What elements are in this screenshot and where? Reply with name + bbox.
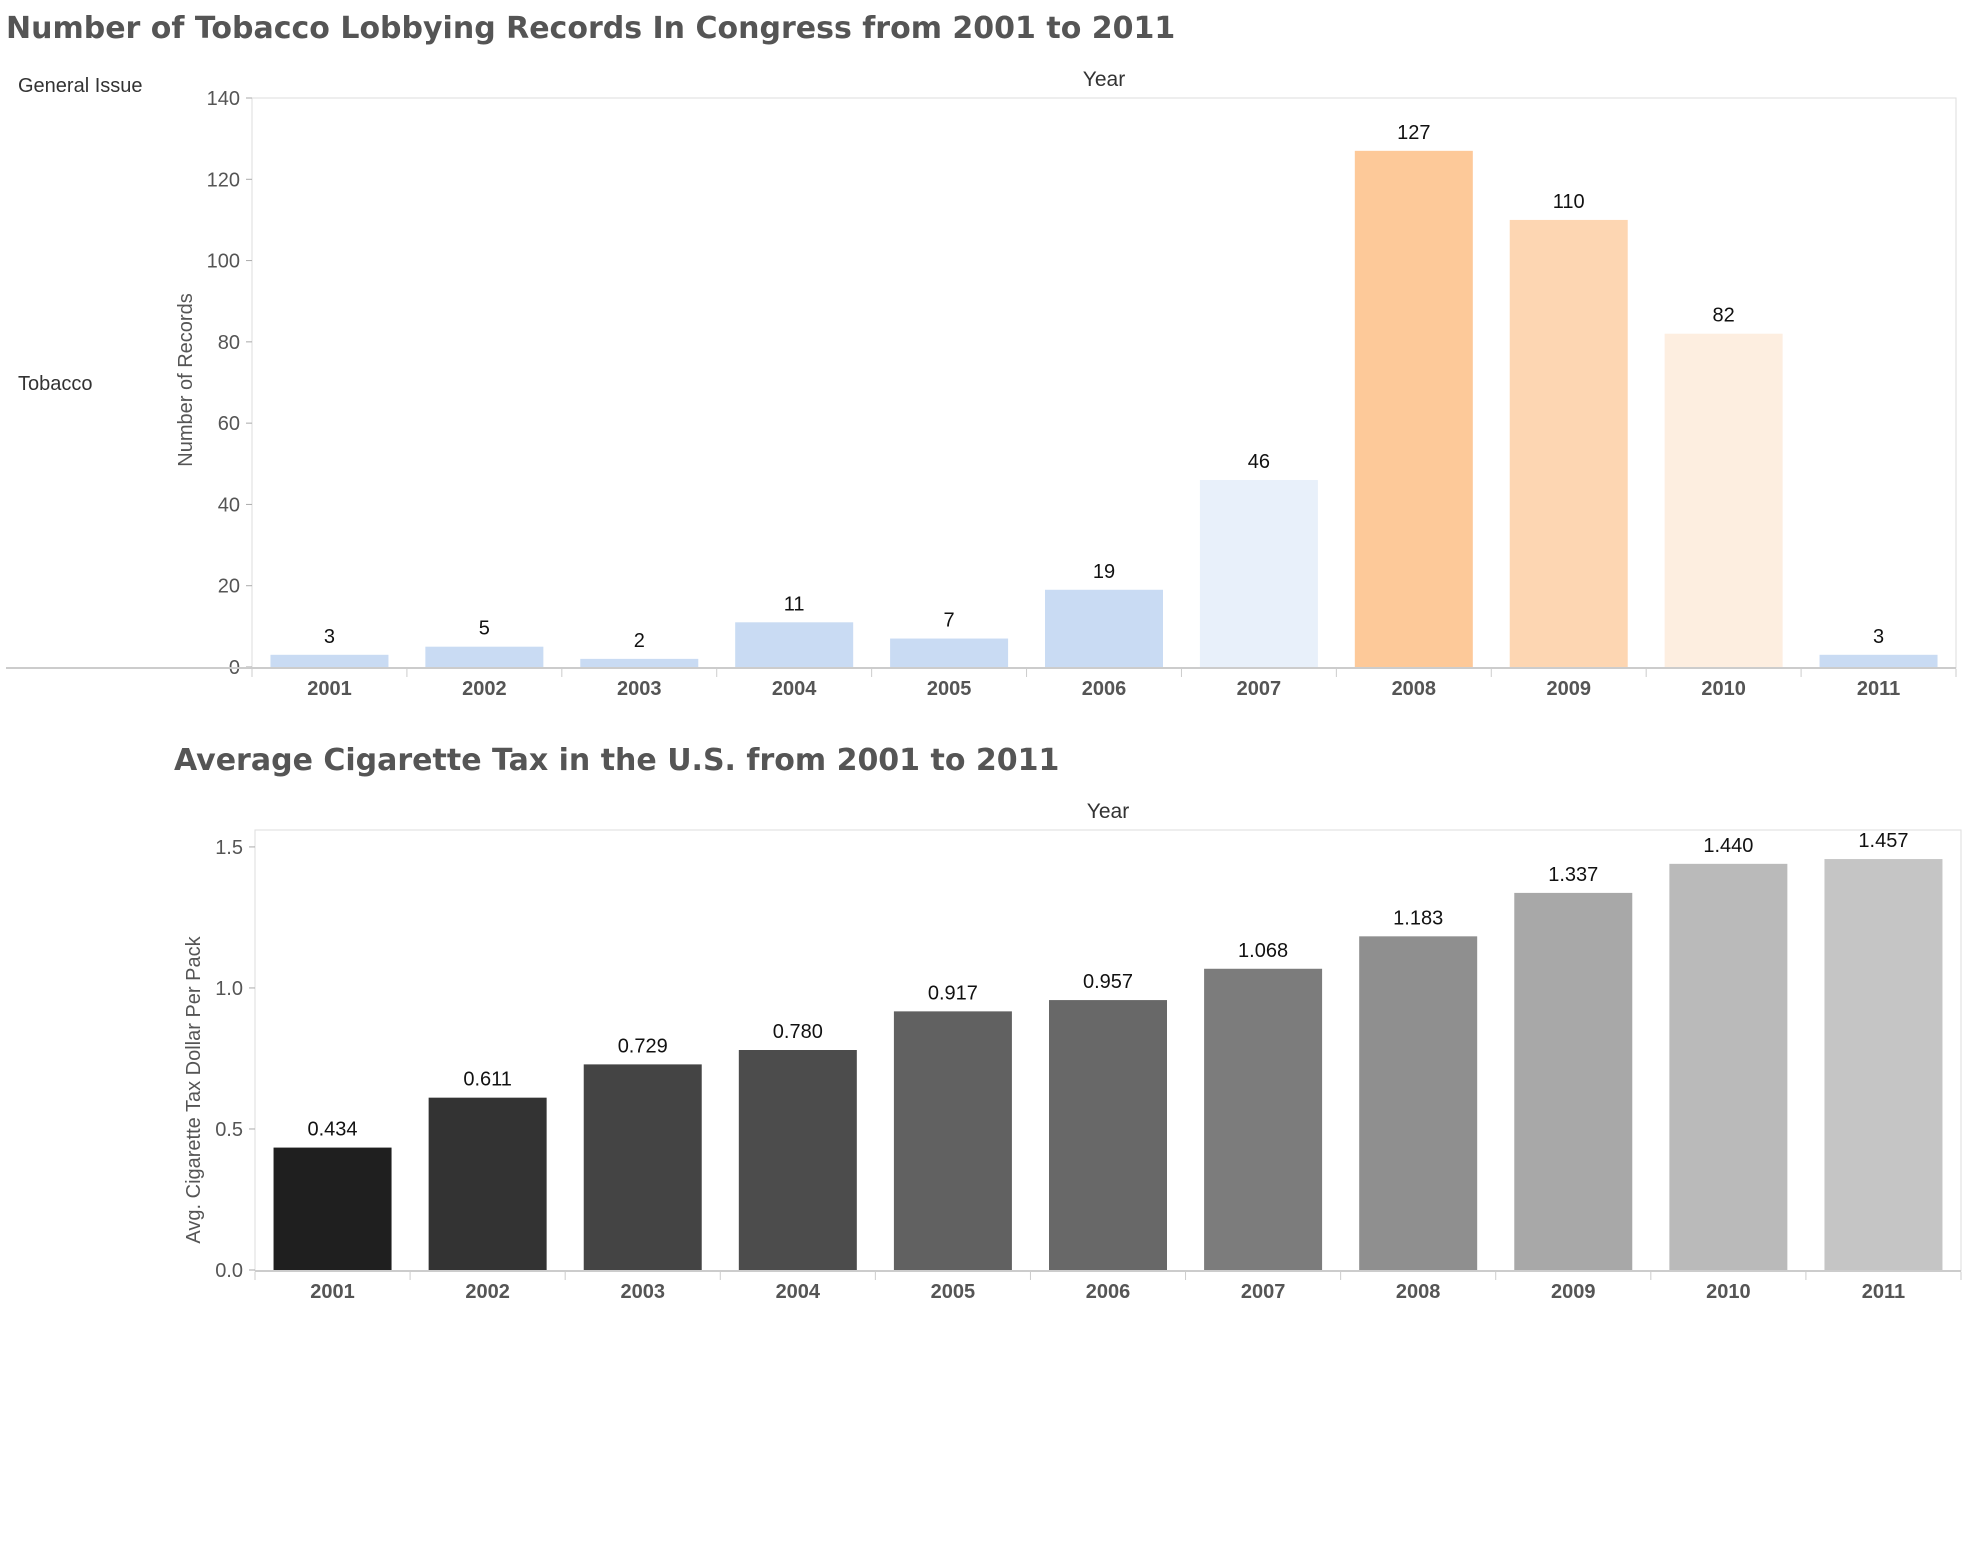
- chart1-plot-area: 0204060801001201403200152002220031120047…: [6, 88, 1957, 700]
- chart2-plot-area: 0.0 0.5 1.0 1.5 0.434 2001 0.611 2002 0.729 2003 0…: [215, 829, 1962, 1303]
- chart1-x-category-label: 2004: [772, 678, 817, 700]
- chart2-bar-2011: [1824, 859, 1943, 1270]
- chart1-y-tick-label: 80: [218, 332, 240, 354]
- chart1-y-tick-label: 20: [218, 576, 240, 598]
- chart1-y-tick-label: 140: [207, 88, 240, 110]
- chart2-y-axis-title: Avg. Cigarette Tax Dollar Per Pack: [183, 935, 205, 1243]
- chart2-data-label-2007: 1.068: [1238, 940, 1288, 962]
- chart1-data-label-2005: 7: [944, 610, 955, 632]
- chart2-data-label-2004: 0.780: [773, 1021, 823, 1043]
- chart2-bar-2006: [1049, 1000, 1167, 1270]
- chart1-bar-2010: [1664, 333, 1783, 667]
- chart1-bar-2008: [1354, 150, 1473, 668]
- chart1-bar-2004: [735, 622, 854, 667]
- chart2-y-tick-label: 1.0: [215, 978, 243, 1000]
- chart1-x-category-label: 2010: [1701, 678, 1746, 700]
- chart2-x-category-label: 2008: [1396, 1281, 1441, 1303]
- chart2-bar-2005: [893, 1011, 1012, 1270]
- chart2-data-label-2005: 0.917: [928, 982, 978, 1004]
- chart1-data-label-2009: 110: [1553, 191, 1585, 213]
- chart2-data-label-2009: 1.337: [1548, 864, 1598, 886]
- chart2-data-label-2003: 0.729: [618, 1035, 668, 1057]
- chart2-x-category-label: 2002: [465, 1281, 510, 1303]
- chart2-bar-2010: [1669, 863, 1788, 1270]
- chart1-x-category-label: 2009: [1546, 678, 1591, 700]
- chart2-data-label-2008: 1.183: [1393, 907, 1443, 929]
- chart1-data-label-2008: 127: [1397, 122, 1430, 144]
- chart1-data-label-2003: 2: [634, 630, 645, 652]
- chart1-y-tick-label: 100: [207, 251, 240, 273]
- chart2-bar-2001: [273, 1147, 392, 1270]
- chart2-bar-2009: [1514, 892, 1633, 1270]
- chart1-data-label-2002: 5: [479, 618, 490, 640]
- chart2-x-category-label: 2005: [931, 1281, 976, 1303]
- chart2-data-label-2002: 0.611: [463, 1069, 512, 1091]
- chart1-data-label-2010: 82: [1713, 305, 1735, 327]
- chart1-column-header: Year: [1083, 68, 1125, 91]
- chart1-x-category-label: 2007: [1237, 678, 1282, 700]
- chart2-data-label-2011: 1.457: [1858, 830, 1908, 852]
- chart2-x-category-label: 2006: [1086, 1281, 1131, 1303]
- chart1-title: Number of Tobacco Lobbying Records In Co…: [6, 11, 1175, 46]
- chart2-x-category-label: 2003: [620, 1281, 665, 1303]
- chart1-data-label-2007: 46: [1248, 451, 1270, 473]
- chart1-x-category-label: 2003: [617, 678, 662, 700]
- chart2-x-category-label: 2009: [1551, 1281, 1596, 1303]
- chart1-data-label-2011: 3: [1873, 626, 1884, 648]
- chart2-bar-2004: [738, 1050, 857, 1270]
- chart1-row-dimension-header: General Issue: [18, 75, 143, 97]
- chart2-bar-2007: [1204, 968, 1323, 1270]
- chart1-bar-2002: [425, 646, 544, 667]
- chart2-x-category-label: 2004: [776, 1281, 821, 1303]
- chart2-column-header: Year: [1087, 800, 1129, 823]
- chart1-x-category-label: 2006: [1082, 678, 1127, 700]
- chart1-y-axis-title: Number of Records: [175, 293, 197, 466]
- chart1-bar-2007: [1199, 480, 1318, 667]
- chart1-bar-2011: [1819, 654, 1938, 667]
- chart2-x-category-label: 2001: [310, 1281, 355, 1303]
- chart1-y-tick-label: 60: [218, 413, 240, 435]
- chart2-bar-2002: [428, 1097, 547, 1270]
- chart1-data-label-2004: 11: [784, 593, 805, 615]
- chart2-x-category-label: 2007: [1241, 1281, 1286, 1303]
- chart1-row-label: Tobacco: [18, 373, 93, 395]
- chart1-data-label-2001: 3: [324, 626, 335, 648]
- chart2-data-label-2001: 0.434: [308, 1119, 358, 1141]
- chart1-y-tick-label: 120: [207, 169, 240, 191]
- chart1-x-category-label: 2008: [1392, 678, 1437, 700]
- chart1-bar-2009: [1509, 219, 1628, 667]
- chart2-y-tick-label: 0.0: [215, 1260, 243, 1282]
- chart1-data-label-2006: 19: [1093, 561, 1115, 583]
- chart2-y-tick-label: 1.5: [215, 837, 243, 859]
- chart2-data-label-2006: 0.957: [1083, 971, 1133, 993]
- chart2-bar-2008: [1359, 936, 1478, 1270]
- chart2-x-category-label: 2011: [1862, 1281, 1905, 1303]
- chart1-x-category-label: 2011: [1857, 678, 1900, 700]
- chart1-bar-2003: [580, 658, 699, 667]
- chart2-title: Average Cigarette Tax in the U.S. from 2…: [174, 743, 1059, 778]
- chart2-x-category-label: 2010: [1706, 1281, 1751, 1303]
- chart2-y-tick-label: 0.5: [215, 1119, 243, 1141]
- chart2-bar-2003: [583, 1064, 702, 1270]
- chart1-bar-2005: [890, 638, 1009, 667]
- chart1-y-tick-label: 40: [218, 494, 240, 516]
- chart1-x-category-label: 2005: [927, 678, 972, 700]
- chart1-bar-2006: [1045, 589, 1163, 667]
- chart1-x-category-label: 2002: [462, 678, 507, 700]
- chart1-bar-2001: [270, 654, 389, 667]
- chart1-x-category-label: 2001: [307, 678, 352, 700]
- chart2-data-label-2010: 1.440: [1703, 835, 1753, 857]
